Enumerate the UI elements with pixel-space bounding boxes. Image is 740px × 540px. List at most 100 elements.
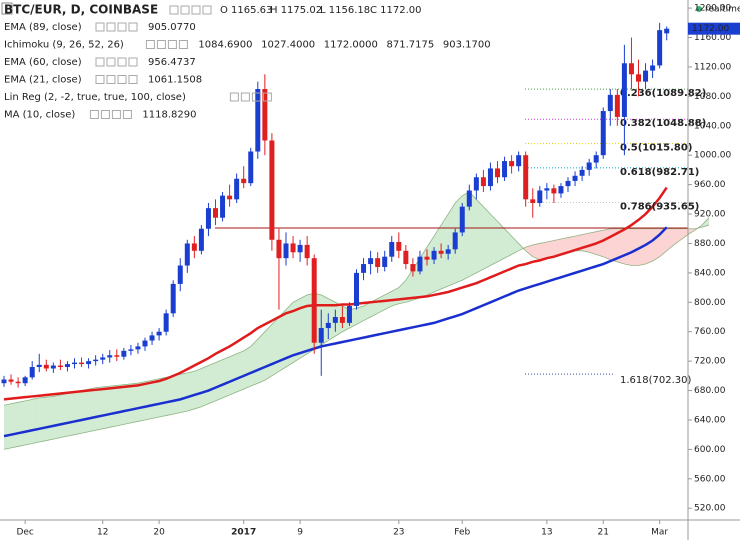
cloud-segment	[560, 237, 568, 255]
y-tick-label: 840.00	[694, 268, 726, 278]
cloud-segment	[39, 397, 47, 443]
indicator-icon	[117, 57, 127, 67]
candle-body	[325, 322, 331, 329]
ohlc-header: H 1175.02	[270, 5, 322, 16]
candle-body	[614, 94, 620, 117]
indicator-value: 1061.1508	[148, 75, 202, 86]
cloud-segment	[4, 403, 12, 450]
candle-body	[269, 140, 275, 240]
fib-label: 0.236(1089.82)	[620, 88, 706, 99]
cloud-segment	[102, 386, 110, 429]
y-tick-label: 680.00	[694, 386, 726, 396]
cloud-segment	[596, 230, 604, 257]
candle-body	[466, 190, 472, 207]
cloud-segment	[53, 394, 61, 440]
cloud-segment	[645, 228, 653, 265]
indicator-icon	[117, 75, 127, 84]
cloud-segment	[194, 368, 202, 409]
candle-body	[410, 264, 416, 272]
y-tick-label: 1080.00	[694, 92, 731, 102]
cloud-segment	[427, 236, 435, 295]
indicator-value: 1084.6900	[198, 40, 252, 51]
y-tick-label: 560.00	[694, 474, 726, 484]
cloud-segment	[286, 302, 294, 368]
candle-body	[262, 88, 268, 141]
candle-body	[389, 241, 395, 257]
indicator-icon	[169, 5, 179, 15]
cloud-segment	[300, 294, 308, 359]
candle-body	[558, 186, 564, 194]
candle-body	[431, 250, 437, 260]
header-icon	[1, 2, 13, 15]
candle-body	[227, 195, 233, 200]
fib-label: 0.618(982.71)	[620, 167, 699, 178]
y-tick-label: 640.00	[694, 415, 726, 425]
x-tick-label: 20	[153, 528, 165, 538]
candle-body	[459, 206, 465, 233]
candle-body	[579, 169, 585, 176]
cloud-segment	[568, 236, 576, 253]
status: realtime	[705, 5, 740, 15]
candle-body	[544, 188, 550, 191]
candle-body	[149, 335, 155, 341]
candle-body	[8, 379, 14, 382]
candle-body	[346, 305, 352, 323]
x-tick-label: 2017	[231, 528, 256, 538]
cloud-segment	[469, 191, 477, 277]
indicator-icon	[128, 22, 138, 32]
indicator-icon	[178, 40, 188, 49]
cloud-segment	[624, 228, 632, 266]
fib-label: 1.618(702.30)	[620, 375, 692, 386]
cloud-segment	[18, 400, 26, 447]
candle-body	[565, 180, 571, 187]
candle-body	[636, 74, 641, 82]
y-tick-label: 760.00	[694, 327, 726, 337]
candle-body	[135, 346, 141, 350]
cloud-segment	[74, 390, 82, 435]
indicator-icon	[117, 22, 127, 32]
candle-body	[375, 258, 381, 267]
indicator-name: Ichimoku (9, 26, 52, 26)	[4, 40, 124, 51]
cloud-segment	[264, 324, 272, 381]
indicator-icon	[95, 22, 105, 32]
candle-body	[523, 155, 529, 200]
indicator-line	[3, 186, 668, 401]
candle-body	[487, 168, 493, 187]
cloud-segment	[159, 377, 167, 418]
y-tick-label: 800.00	[694, 298, 726, 308]
indicator-name: EMA (60, close)	[4, 57, 82, 68]
candle-body	[480, 177, 486, 187]
indicator-icon	[202, 5, 212, 15]
indicator-icon	[106, 57, 116, 67]
candle-body	[241, 178, 247, 184]
candle-body	[248, 151, 254, 184]
last-price-tag	[688, 22, 740, 35]
candle-body	[43, 364, 49, 369]
cloud-segment	[582, 233, 590, 253]
indicator-icon	[122, 110, 132, 119]
cloud-segment	[391, 287, 399, 306]
candle-body	[530, 199, 536, 203]
x-tick-label: 9	[297, 528, 303, 538]
indicator-name: Lin Reg (2, -2, true, true, 100, close)	[4, 92, 186, 103]
candle-body	[445, 249, 451, 254]
cloud-segment	[137, 381, 145, 422]
candle-body	[255, 88, 261, 152]
candle-body	[332, 317, 338, 323]
cloud-segment	[95, 386, 103, 431]
candle-body	[283, 243, 289, 259]
indicator-icon	[167, 40, 177, 49]
indicator-value: 871.7175	[387, 40, 435, 51]
candle-body	[50, 365, 56, 369]
indicator-icon	[95, 75, 105, 84]
y-tick-label: 1160.00	[694, 33, 731, 43]
y-tick-label: 1120.00	[694, 62, 731, 72]
cloud-segment	[229, 353, 237, 395]
candle-body	[495, 168, 500, 178]
cloud-segment	[250, 339, 258, 387]
cloud-segment	[363, 302, 371, 321]
indicator-name: EMA (21, close)	[4, 75, 82, 86]
candle-body	[36, 364, 42, 368]
candle-body	[107, 355, 113, 358]
